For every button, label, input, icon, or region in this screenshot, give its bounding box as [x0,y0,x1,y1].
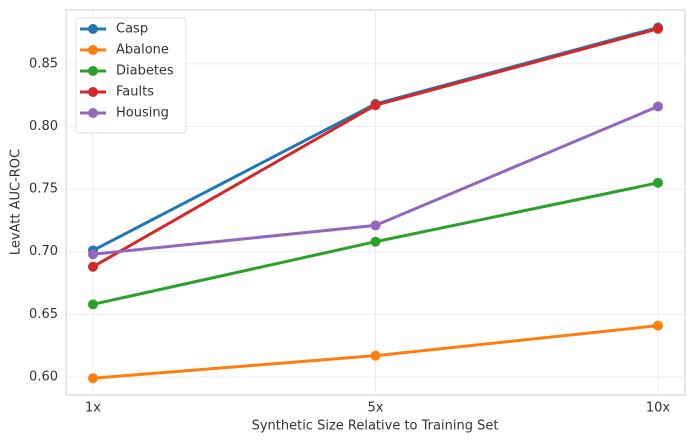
point [370,220,381,231]
y-tick-label: 0.75 [29,182,58,197]
legend-marker [88,66,98,76]
point [88,261,98,272]
y-tick-label: 0.60 [29,369,58,384]
point [88,373,98,384]
y-tick-label: 0.80 [29,119,58,134]
y-tick-label: 0.85 [29,56,58,71]
point [370,100,381,111]
y-tick-label: 0.65 [29,307,58,322]
legend-label: Abalone [116,43,169,58]
legend-label: Diabetes [116,64,174,79]
point [370,350,381,361]
x-tick-label: 5x [368,401,384,416]
point [88,299,98,310]
legend-marker [88,108,98,118]
legend-label: Faults [116,85,154,100]
x-axis-label: Synthetic Size Relative to Training Set [252,419,499,434]
legend-label: Casp [116,22,148,37]
legend-box [75,17,187,134]
point [653,177,663,188]
point [653,101,663,112]
point [88,249,98,260]
y-tick-label: 0.70 [29,244,58,259]
legend-marker [88,87,98,97]
point [653,23,663,34]
y-axis-label: LevAtt AUC-ROC [9,149,24,255]
point [370,236,381,247]
legend-marker [88,24,98,34]
point [653,320,663,331]
legend-label: Housing [116,106,169,121]
x-tick-label: 10x [646,401,671,416]
legend-marker [88,45,98,55]
x-tick-label: 1x [85,401,101,416]
